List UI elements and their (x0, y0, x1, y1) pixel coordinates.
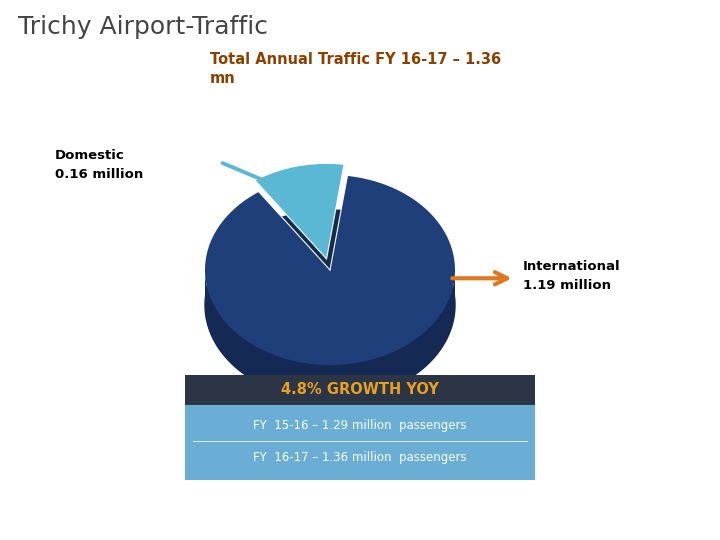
Polygon shape (205, 271, 455, 400)
Text: FY  15-16 – 1.29 million  passengers: FY 15-16 – 1.29 million passengers (253, 418, 467, 431)
Text: FY  16-17 – 1.36 million  passengers: FY 16-17 – 1.36 million passengers (253, 450, 467, 463)
FancyBboxPatch shape (185, 375, 535, 480)
Text: Total Annual Traffic FY 16-17 – 1.36
mn: Total Annual Traffic FY 16-17 – 1.36 mn (210, 52, 501, 86)
Text: International
1.19 million: International 1.19 million (523, 260, 620, 292)
Text: 4.8% GROWTH YOY: 4.8% GROWTH YOY (281, 382, 439, 397)
Polygon shape (205, 176, 455, 365)
FancyBboxPatch shape (185, 375, 535, 405)
Polygon shape (205, 210, 455, 400)
Text: Domestic
0.16 million: Domestic 0.16 million (55, 149, 143, 181)
Text: Trichy Airport-Traffic: Trichy Airport-Traffic (18, 15, 268, 39)
Polygon shape (256, 164, 344, 259)
